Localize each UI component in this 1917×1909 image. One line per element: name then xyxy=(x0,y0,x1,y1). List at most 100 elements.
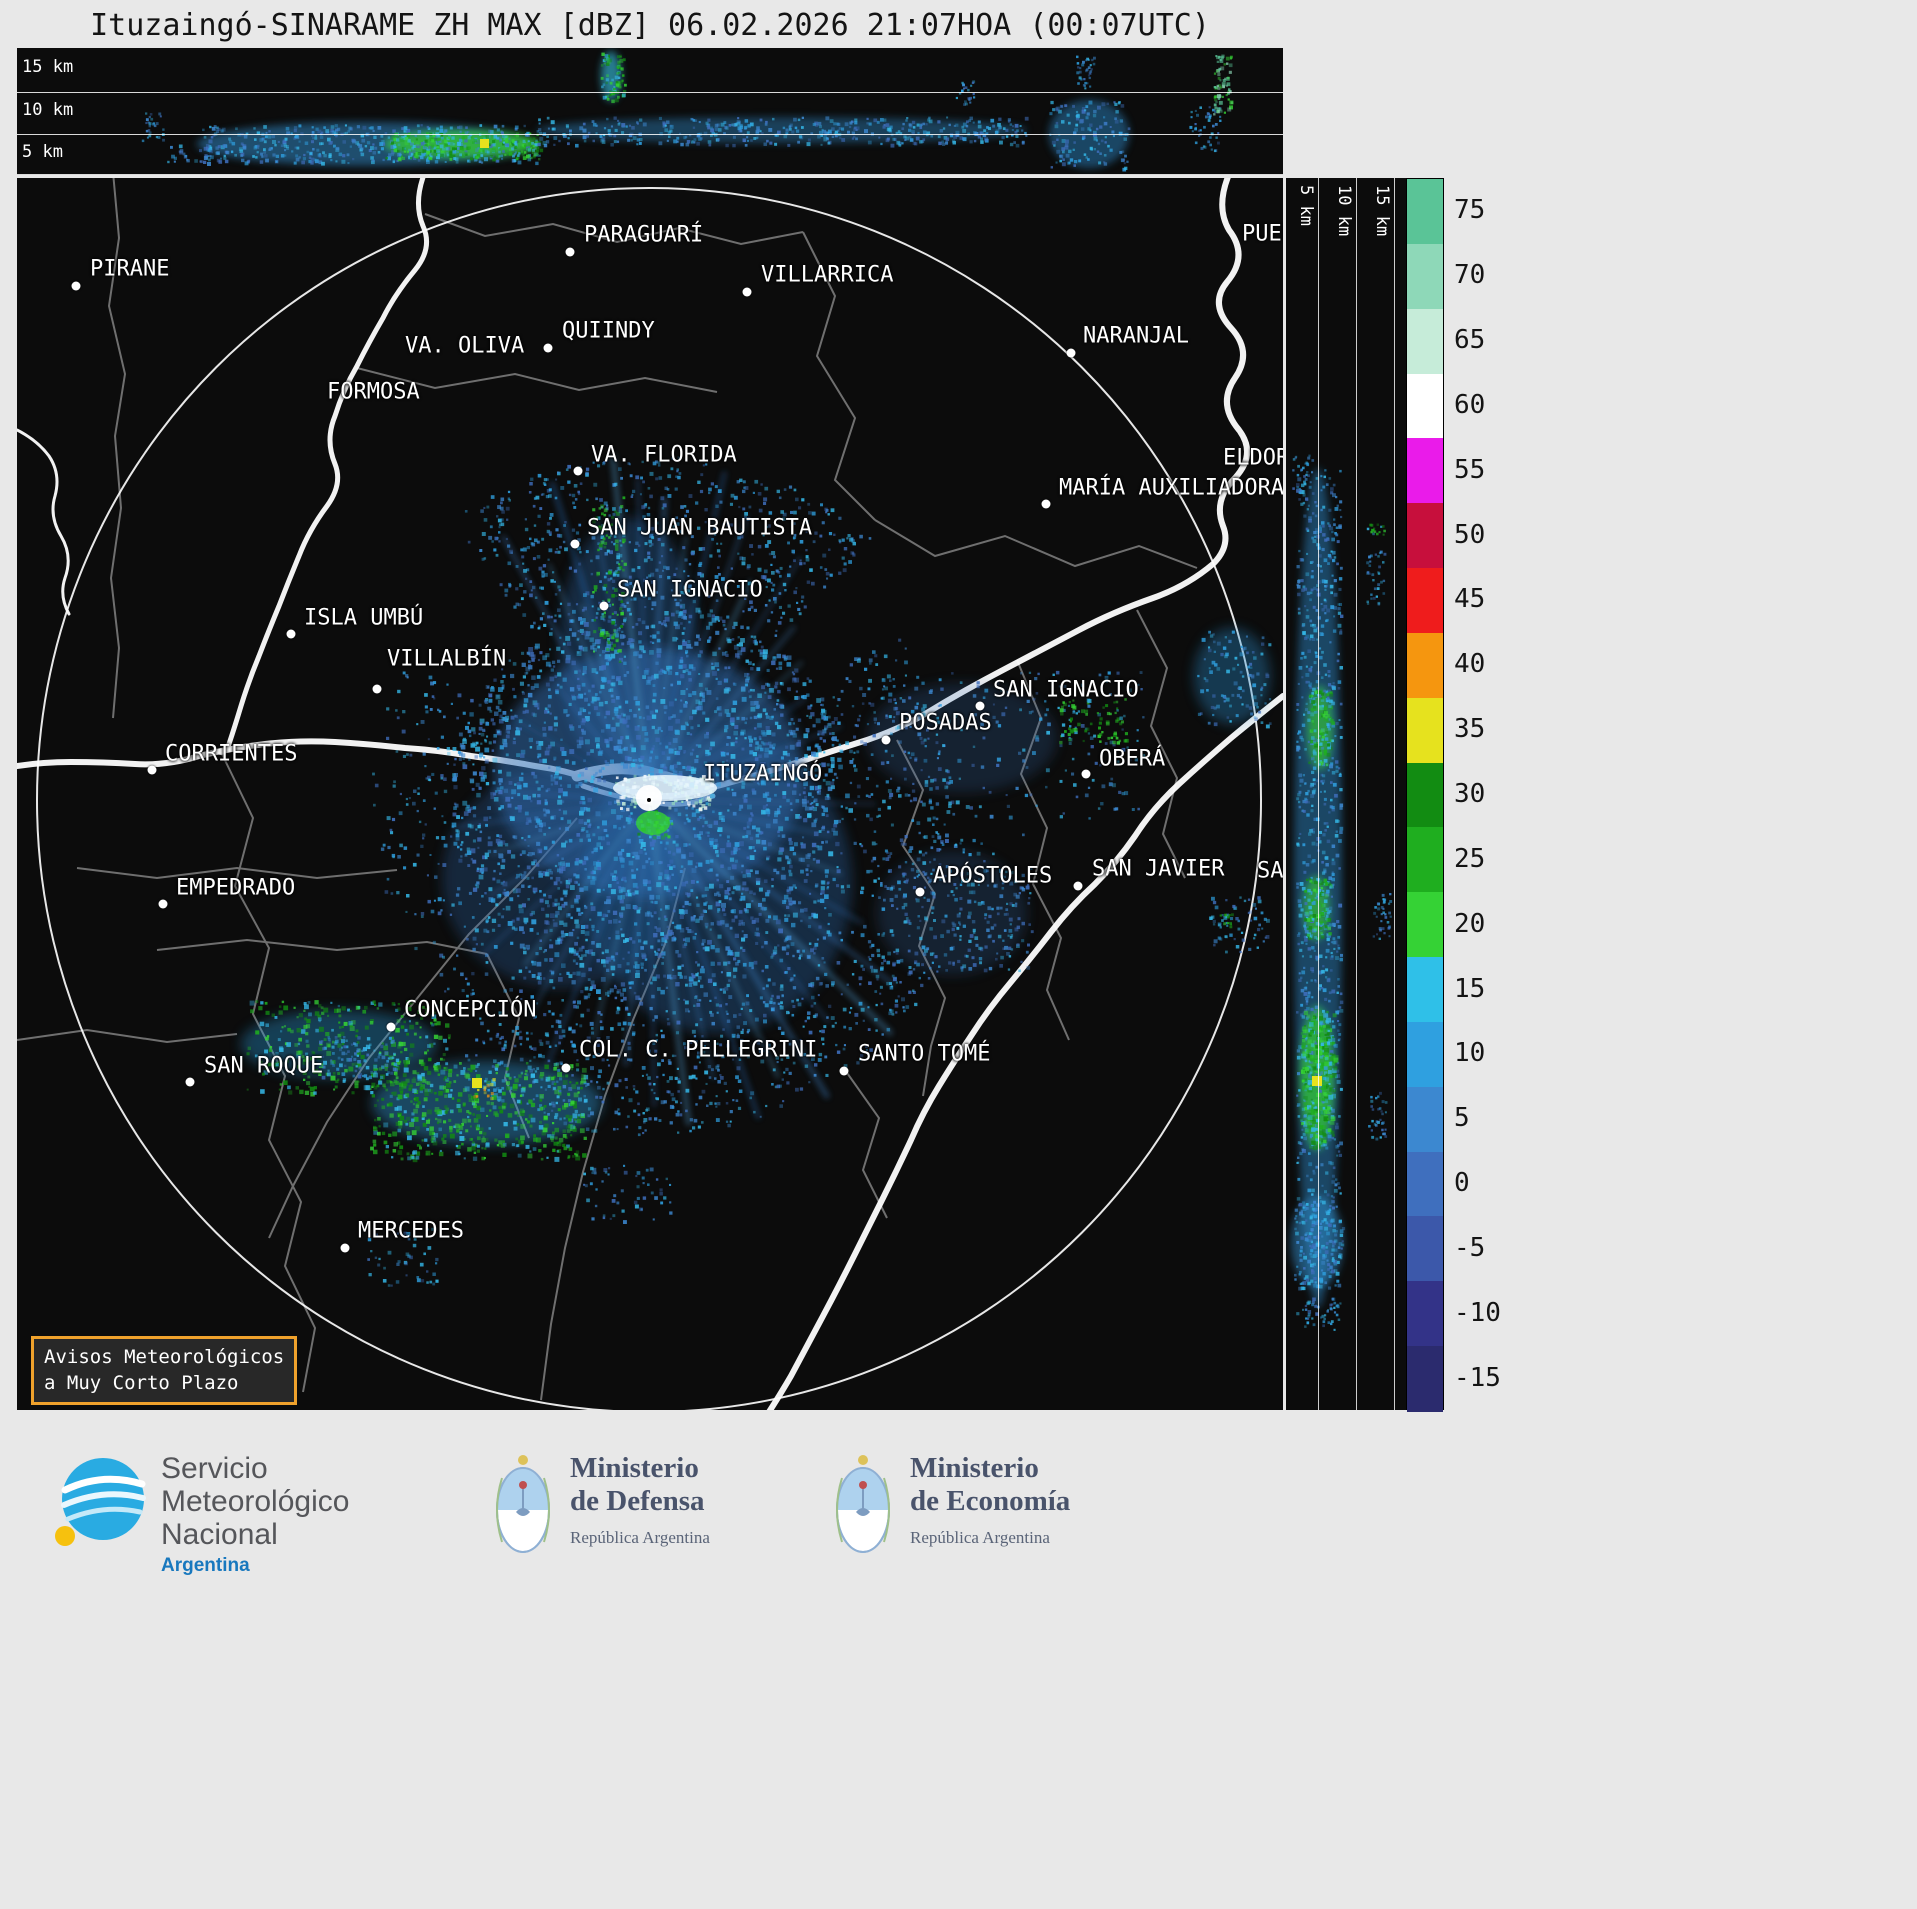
smn-logo-group: Servicio Meteorológico Nacional Argentin… xyxy=(52,1452,349,1577)
colorbar-segment xyxy=(1407,892,1443,958)
altitude-line-5km-v xyxy=(1318,178,1319,1410)
city-dot xyxy=(570,539,580,549)
city-dot xyxy=(1041,499,1051,509)
city-label: COL. C. PELLEGRINI xyxy=(579,1037,818,1063)
colorbar-tick-label: -15 xyxy=(1454,1362,1501,1393)
colorbar-tick-label: -5 xyxy=(1454,1232,1486,1263)
city-label: NARANJAL xyxy=(1083,323,1189,349)
city-dot xyxy=(147,765,157,775)
colorbar-segment xyxy=(1407,308,1443,375)
city-dot xyxy=(565,247,575,257)
city-label: PIRANE xyxy=(90,256,170,282)
altitude-label-5km-v: 5 km xyxy=(1296,185,1316,226)
city-label: OBERÁ xyxy=(1099,746,1166,772)
uruguay-river xyxy=(766,693,1283,1410)
altitude-label-15km-v: 15 km xyxy=(1372,185,1392,237)
colorbar-tick-label: 30 xyxy=(1454,779,1486,809)
economia-subtitle: República Argentina xyxy=(910,1527,1050,1547)
defensa-title-2: de Defensa xyxy=(570,1485,705,1518)
city-dot xyxy=(573,466,583,476)
city-label: SAN IGNACIO xyxy=(993,677,1139,703)
altitude-line-15km-v xyxy=(1394,178,1395,1410)
city-label: QUIINDY xyxy=(562,318,655,344)
colorbar-segment xyxy=(1407,568,1443,634)
colorbar-tick-label: 20 xyxy=(1454,908,1486,939)
city-label: MERCEDES xyxy=(358,1218,464,1244)
city-dot xyxy=(742,287,752,297)
storm-core-marker xyxy=(472,1078,482,1088)
city-dot xyxy=(1081,769,1091,779)
colorbar-segment xyxy=(1407,1086,1443,1153)
colorbar-segment xyxy=(1407,762,1443,829)
city-dot xyxy=(543,343,553,353)
colorbar-tick-label: 70 xyxy=(1454,260,1486,291)
city-dot xyxy=(839,1066,849,1076)
smn-line-2: Meteorológico xyxy=(161,1485,350,1518)
colorbar-tick-label: 40 xyxy=(1454,649,1486,680)
city-label: FORMOSA xyxy=(327,379,420,405)
defensa-title-1: Ministerio xyxy=(570,1452,699,1484)
top-echoes-canvas xyxy=(141,51,1234,172)
city-dot xyxy=(286,629,296,639)
colorbar-segment xyxy=(1407,1021,1443,1088)
smn-country: Argentina xyxy=(161,1555,250,1576)
city-label: SAN JUAN BAUTISTA xyxy=(587,515,813,541)
colorbar-tick-label: -10 xyxy=(1454,1297,1501,1328)
smn-logo-icon xyxy=(55,1458,146,1546)
city-label: VILLARRICA xyxy=(761,262,894,288)
colorbar-tick-label: 50 xyxy=(1454,519,1486,550)
city-dot xyxy=(1073,881,1083,891)
paraguay-river xyxy=(216,178,430,755)
dbz-colorbar: 75 70 65 60 55 50 45 40 35 30 25 20 15 10 5 0 -5 -10 -15 xyxy=(1406,178,1516,1412)
altitude-line-15km xyxy=(17,92,1283,93)
parana-river xyxy=(17,178,1250,799)
city-label: MARÍA AUXILIADORA xyxy=(1059,475,1283,501)
colorbar-tick-label: 15 xyxy=(1454,973,1486,1004)
city-label: ITUZAINGÓ xyxy=(703,761,823,787)
city-label: APÓSTOLES xyxy=(933,863,1053,889)
colorbar-tick-label: 25 xyxy=(1454,843,1486,874)
city-dot xyxy=(915,887,925,897)
footer: Servicio Meteorológico Nacional Argentin… xyxy=(0,1412,1917,1909)
economia-logo-group: Ministerio de Economía República Argenti… xyxy=(832,1452,1070,1558)
city-label: VA. OLIVA xyxy=(405,333,525,359)
colorbar-segment xyxy=(1407,1216,1443,1282)
economia-title-2: de Economía xyxy=(910,1485,1071,1518)
city-label: POSADAS xyxy=(899,710,992,736)
colorbar-segment xyxy=(1407,697,1443,764)
advisory-line-1: Avisos Meteorológicos xyxy=(44,1345,285,1368)
range-ring xyxy=(36,187,1262,1410)
colorbar-segment xyxy=(1407,1281,1443,1347)
colorbar-tick-label: 75 xyxy=(1454,195,1486,226)
city-label: SAN VICENTE xyxy=(1257,858,1283,884)
defensa-logo-group: Ministerio de Defensa República Argentin… xyxy=(492,1452,710,1558)
colorbar-segment xyxy=(1407,179,1443,245)
bermejo-river xyxy=(17,428,71,616)
colorbar-tick-label: 0 xyxy=(1454,1168,1470,1199)
echo-speckle-layer xyxy=(246,456,1272,1287)
radar-map-panel: PIRANE PARAGUARÍ VILLARRICA QUIINDY VA. OLIV… xyxy=(17,178,1283,1410)
city-dot xyxy=(158,899,168,909)
radar-map-canvas xyxy=(17,178,1283,1410)
city-dot xyxy=(1066,348,1076,358)
altitude-label-5km: 5 km xyxy=(22,142,63,162)
advisory-box: Avisos Meteorológicos a Muy Corto Plazo xyxy=(31,1335,298,1405)
cross-section-right-panel: 5 km 10 km 15 km xyxy=(1286,178,1410,1410)
city-label: PARAGUARÍ xyxy=(584,222,704,248)
radar-site-dot xyxy=(647,798,651,802)
altitude-label-10km: 10 km xyxy=(22,100,74,120)
colorbar-tick-label: 60 xyxy=(1454,389,1486,420)
hail-core-marker-side xyxy=(1312,1076,1322,1086)
colorbar-segment xyxy=(1407,438,1443,504)
colorbar-segment xyxy=(1407,957,1443,1023)
city-dot xyxy=(599,601,609,611)
defensa-subtitle: República Argentina xyxy=(570,1527,710,1547)
altitude-line-5km xyxy=(17,174,1283,175)
city-label: EMPEDRADO xyxy=(176,875,296,901)
city-label: SAN IGNACIO xyxy=(617,577,763,603)
city-label: ELDORADO xyxy=(1223,445,1283,471)
economia-title-1: Ministerio xyxy=(910,1452,1039,1484)
right-echoes-canvas xyxy=(1291,454,1393,1331)
city-dot xyxy=(561,1063,571,1073)
colorbar-segment xyxy=(1407,243,1443,310)
